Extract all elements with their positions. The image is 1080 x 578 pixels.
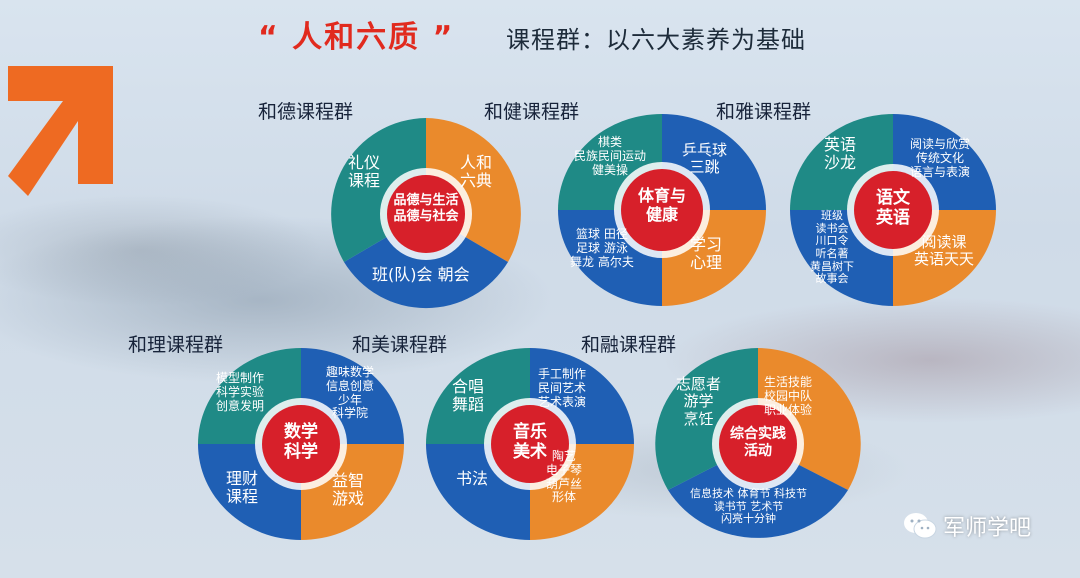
wheel-mei-segment-2: 手工制作 民间艺术 艺术表演	[538, 367, 587, 409]
wheel-li-segment-3: 益智 游戏	[332, 471, 365, 509]
wheel-de-segment-2: 人和 六典	[460, 153, 493, 191]
wheel-rong-center: 综合实践 活动	[730, 426, 786, 459]
wheel-jian: 棋类 民族民间运动 健美操 乒乓球 三跳 学习 心理 篮球 田径 足球 游泳 舞龙 高尔夫 …	[558, 112, 766, 308]
wheel-jian-segment-1: 棋类 民族民间运动 健美操	[574, 135, 647, 177]
wheel-rong-ring	[655, 348, 861, 538]
wheel-ya-ring	[790, 114, 996, 306]
wheel-ya-segment-3: 阅读课 英语天天	[914, 233, 975, 269]
wheel-rong: 志愿者 游学 烹饪 生活技能 校园中队 职业体验 信息技术 体育节 科技节 读书节 艺术节…	[654, 346, 862, 542]
wheel-mei-segment-1: 合唱 舞蹈	[452, 377, 485, 415]
page-title: “ 人和六质 ”	[258, 20, 455, 55]
wheel-li-segment-4: 理财 课程	[226, 469, 259, 507]
wheel-jian-center: 体育与 健康	[637, 186, 686, 225]
wheel-de-segment-1: 礼仪 课程	[348, 153, 381, 191]
wheel-li-ring	[198, 348, 404, 540]
wheel-de: 礼仪 课程 人和 六典 班(队)会 朝会 品德与生活 品德与社会	[328, 116, 524, 312]
wheel-jian-segment-2: 乒乓球 三跳	[682, 141, 728, 177]
group-label-de: 和德课程群	[258, 101, 354, 123]
page-subtitle: 课程群：以六大素养为基础	[506, 26, 806, 54]
wheel-li-segment-2: 趣味数学 信息创意 少年 科学院	[326, 365, 375, 421]
wheel-ya-segment-2: 阅读与欣赏 传统文化 语言与表演	[910, 137, 971, 179]
wheel-li: 模型制作 科学实验 创意发明 趣味数学 信息创意 少年 科学院 益智 游戏 理财 课程 数学科…	[198, 346, 404, 542]
wheel-rong-segment-2: 生活技能 校园中队 职业体验	[764, 375, 813, 417]
wheel-jian-segment-3: 学习 心理	[690, 235, 723, 273]
wheel-li-center: 数学 科学	[284, 422, 318, 463]
wheel-de-center: 品德与生活 品德与社会	[393, 193, 459, 224]
wheel-jian-segment-4: 篮球 田径 足球 游泳 舞龙 高尔夫	[570, 227, 634, 269]
group-label-jian: 和健课程群	[484, 101, 580, 123]
wheel-rong-segment-3: 信息技术 体育节 科技节 读书节 艺术节 闪亮十分钟	[690, 487, 807, 526]
wheel-ya: 英语 沙龙 阅读与欣赏 传统文化 语言与表演 阅读课 英语天天 班级 读书会 川口令 听名著黄…	[790, 112, 996, 308]
wheel-de-segment-3: 班(队)会 朝会	[372, 265, 470, 284]
wechat-icon	[904, 513, 937, 539]
wheel-jian-ring	[558, 114, 766, 306]
arrow-icon	[8, 66, 113, 196]
wheel-mei-center: 音乐 美术	[513, 422, 547, 463]
wheel-li-segment-1: 模型制作 科学实验 创意发明	[216, 371, 265, 413]
wheel-ya-center: 语文 英语	[876, 188, 910, 229]
wechat-label: 军师学吧	[943, 516, 1032, 541]
group-label-rong: 和融课程群	[581, 334, 677, 356]
wheel-mei-segment-4: 书法	[456, 469, 489, 488]
group-label-ya: 和雅课程群	[716, 101, 812, 123]
wheel-ya-segment-4: 班级 读书会 川口令 听名著 黄昌树下 故事会	[810, 209, 854, 286]
wheel-mei-segment-3: 陶艺 电子琴 葫芦丝 形体	[546, 449, 583, 505]
wheel-ya-segment-1: 英语 沙龙	[824, 135, 857, 173]
group-label-li: 和理课程群	[128, 334, 224, 356]
wheel-rong-segment-1: 志愿者 游学 烹饪	[676, 375, 722, 428]
group-label-mei: 和美课程群	[352, 334, 448, 356]
wheel-mei-ring	[426, 348, 634, 540]
wheel-mei: 合唱 舞蹈 手工制作 民间艺术 艺术表演 陶艺 电子琴 葫芦丝 形体 书法 音乐 美术	[426, 346, 634, 542]
wechat-watermark: 军师学吧	[903, 510, 1031, 542]
wheel-de-ring	[331, 118, 521, 309]
